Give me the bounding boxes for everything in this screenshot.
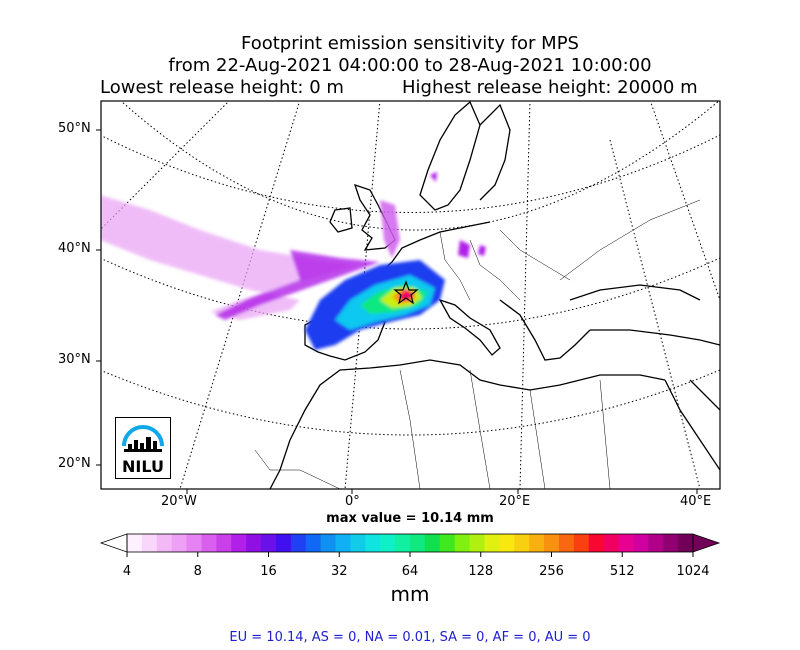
colorbar-tick-label: 32 [330,564,348,579]
colorbar-tick-label: 1024 [676,564,710,579]
lat-label: 30°N [58,352,91,367]
lowest-release-height: Lowest release height: 0 m [100,77,344,98]
lon-label: 20°E [499,494,531,509]
colorbar-tick-label: 4 [122,564,132,579]
region-summary: EU = 10.14, AS = 0, NA = 0.01, SA = 0, A… [229,630,591,645]
nilu-logo-text: NILU [122,457,164,476]
title-line-2: from 22-Aug-2021 04:00:00 to 28-Aug-2021… [168,55,652,76]
max-value: max value = 10.14 mm [326,511,494,526]
highest-release-height: Highest release height: 20000 m [402,77,698,98]
nilu-logo: NILU [115,417,171,479]
colorbar-tick-label: 256 [539,564,564,579]
country-borders [254,199,701,489]
graticule [101,101,720,489]
lon-label: 20°W [161,494,197,509]
colorbar-unit: mm [390,582,430,606]
colorbar-tick-label: 128 [468,564,494,579]
lat-label: 50°N [58,121,91,136]
lon-label: 0° [345,494,360,509]
colorbar-tick-label: 8 [193,564,202,579]
sensitivity-plume [101,172,486,350]
colorbar-tick-label: 64 [401,564,419,579]
colorbar-tick-label: 512 [609,564,635,579]
nilu-logo-icon [122,425,164,452]
release-point-star [393,280,419,305]
colorbar-tick-label: 16 [260,564,277,579]
title-line-1: Footprint emission sensitivity for MPS [241,33,579,54]
map-frame [100,100,721,490]
lon-label: 40°E [680,494,712,509]
lat-label: 20°N [58,456,91,471]
lat-label: 40°N [58,241,91,256]
